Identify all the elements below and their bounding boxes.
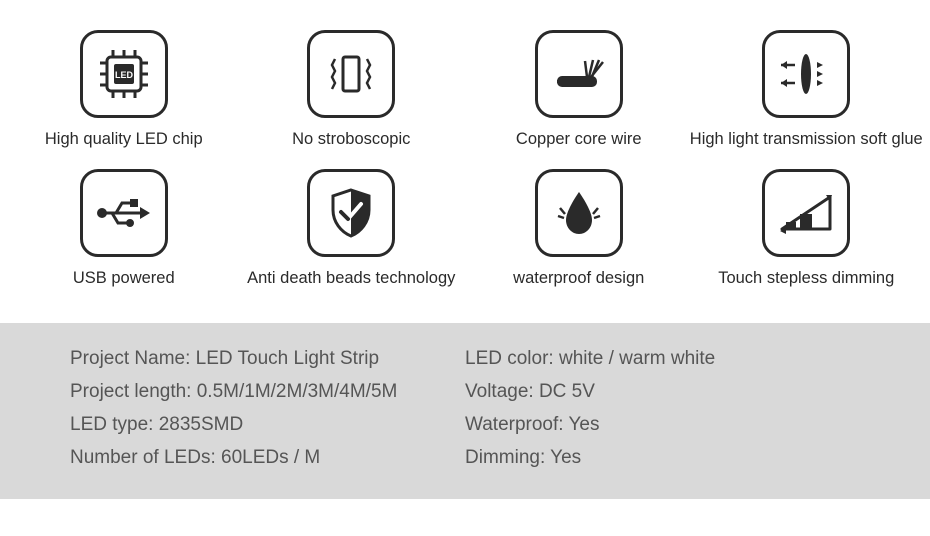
feature-row-2: USB powered Anti death beads technology — [10, 169, 920, 288]
droplet-icon — [535, 169, 623, 257]
dimmer-icon — [762, 169, 850, 257]
feature-usb: USB powered — [11, 169, 236, 288]
feature-label: Anti death beads technology — [247, 269, 455, 288]
wire-icon — [535, 30, 623, 118]
feature-label: No stroboscopic — [292, 130, 410, 149]
strobe-icon — [307, 30, 395, 118]
feature-dimmer: Touch stepless dimming — [694, 169, 919, 288]
feature-label: waterproof design — [513, 269, 644, 288]
feature-label: USB powered — [73, 269, 175, 288]
spec-line: LED type: 2835SMD — [70, 414, 465, 436]
feature-shield: Anti death beads technology — [239, 169, 464, 288]
spec-line: Waterproof: Yes — [465, 414, 860, 436]
feature-label: High light transmission soft glue — [690, 130, 923, 149]
spec-line: Project Name: LED Touch Light Strip — [70, 348, 465, 370]
feature-label: High quality LED chip — [45, 130, 203, 149]
feature-wire: Copper core wire — [466, 30, 691, 149]
feature-led-chip: LED High quality LED chip — [11, 30, 236, 149]
svg-text:LED: LED — [115, 70, 134, 80]
feature-label: Touch stepless dimming — [718, 269, 894, 288]
specs-col-1: Project Name: LED Touch Light Strip Proj… — [70, 348, 465, 469]
spec-line: Voltage: DC 5V — [465, 381, 860, 403]
feature-waterproof: waterproof design — [466, 169, 691, 288]
shield-icon — [307, 169, 395, 257]
specs-col-2: LED color: white / warm white Voltage: D… — [465, 348, 860, 469]
usb-icon — [80, 169, 168, 257]
feature-row-1: LED High quality LED chip — [10, 30, 920, 149]
feature-lens: High light transmission soft glue — [694, 30, 919, 149]
lens-icon — [762, 30, 850, 118]
spec-line: Dimming: Yes — [465, 447, 860, 469]
led-chip-icon: LED — [80, 30, 168, 118]
feature-label: Copper core wire — [516, 130, 642, 149]
feature-stroboscopic: No stroboscopic — [239, 30, 464, 149]
spec-line: Project length: 0.5M/1M/2M/3M/4M/5M — [70, 381, 465, 403]
specs-panel: Project Name: LED Touch Light Strip Proj… — [0, 323, 930, 499]
spec-line: Number of LEDs: 60LEDs / M — [70, 447, 465, 469]
features-grid: LED High quality LED chip — [0, 0, 930, 323]
spec-line: LED color: white / warm white — [465, 348, 860, 370]
